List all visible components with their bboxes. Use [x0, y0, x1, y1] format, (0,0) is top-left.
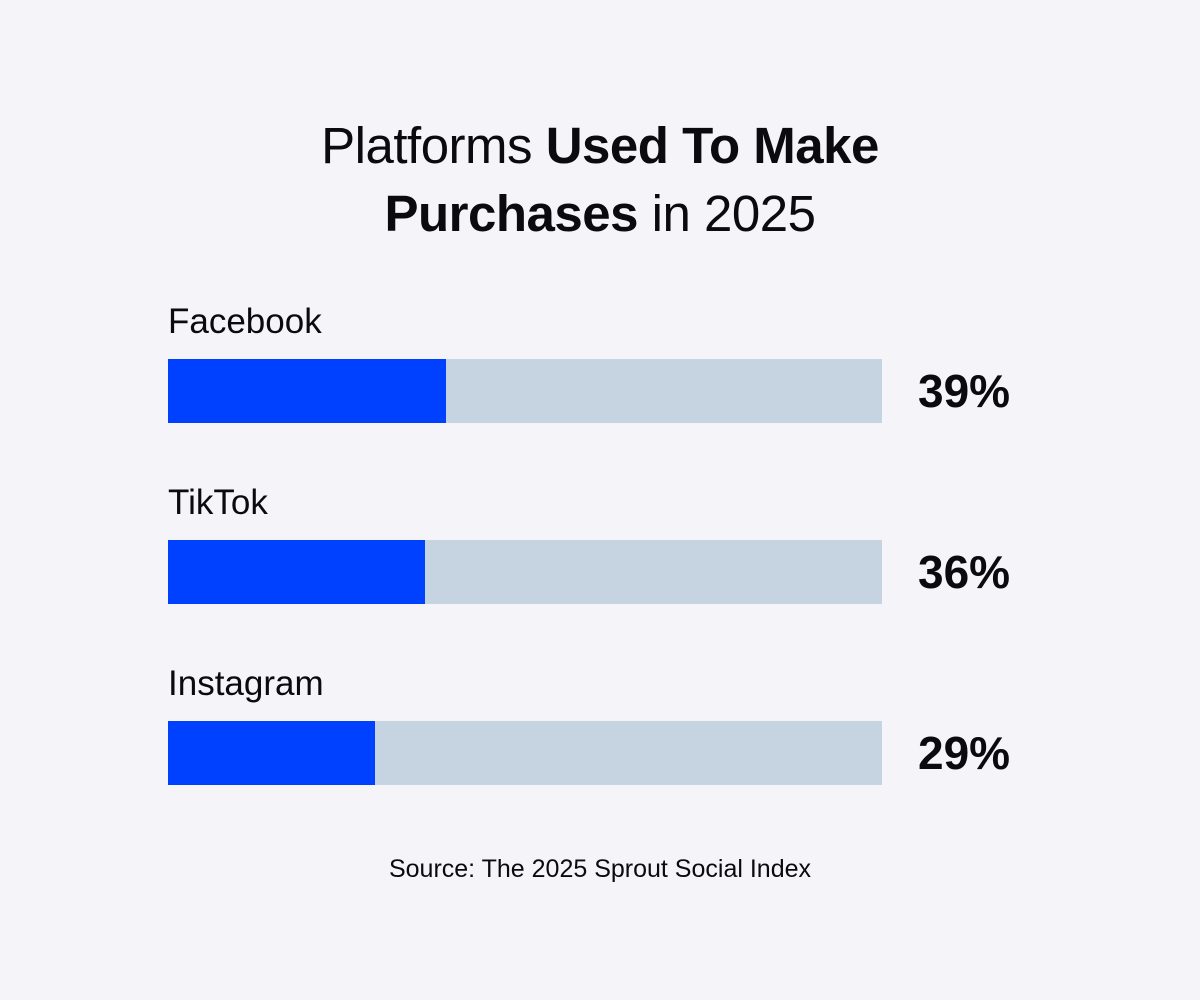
- value-label-facebook: 39%: [918, 365, 1011, 417]
- bar-track-facebook: [168, 359, 882, 423]
- bar-track-instagram: [168, 721, 882, 785]
- value-label-tiktok: 36%: [918, 546, 1011, 598]
- chart-title-bold-2: Purchases: [384, 185, 639, 242]
- chart-title-regular-1: Platforms: [321, 117, 546, 174]
- category-label-facebook: Facebook: [168, 302, 322, 341]
- chart-title-regular-2: in 2025: [638, 185, 816, 242]
- bar-tiktok: [168, 540, 425, 604]
- bar-track-tiktok: [168, 540, 882, 604]
- chart-title-line-2: Purchases in 2025: [0, 180, 1200, 248]
- source-note: Source: The 2025 Sprout Social Index: [388, 855, 812, 883]
- category-label-instagram: Instagram: [168, 664, 324, 703]
- bar-instagram: [168, 721, 375, 785]
- value-label-instagram: 29%: [918, 727, 1011, 779]
- chart-title-line-1: Platforms Used To Make: [0, 112, 1200, 180]
- chart-title: Platforms Used To Make Purchases in 2025: [0, 112, 1200, 248]
- bar-facebook: [168, 359, 446, 423]
- category-label-tiktok: TikTok: [168, 483, 268, 522]
- chart-title-bold-1: Used To Make: [545, 117, 880, 174]
